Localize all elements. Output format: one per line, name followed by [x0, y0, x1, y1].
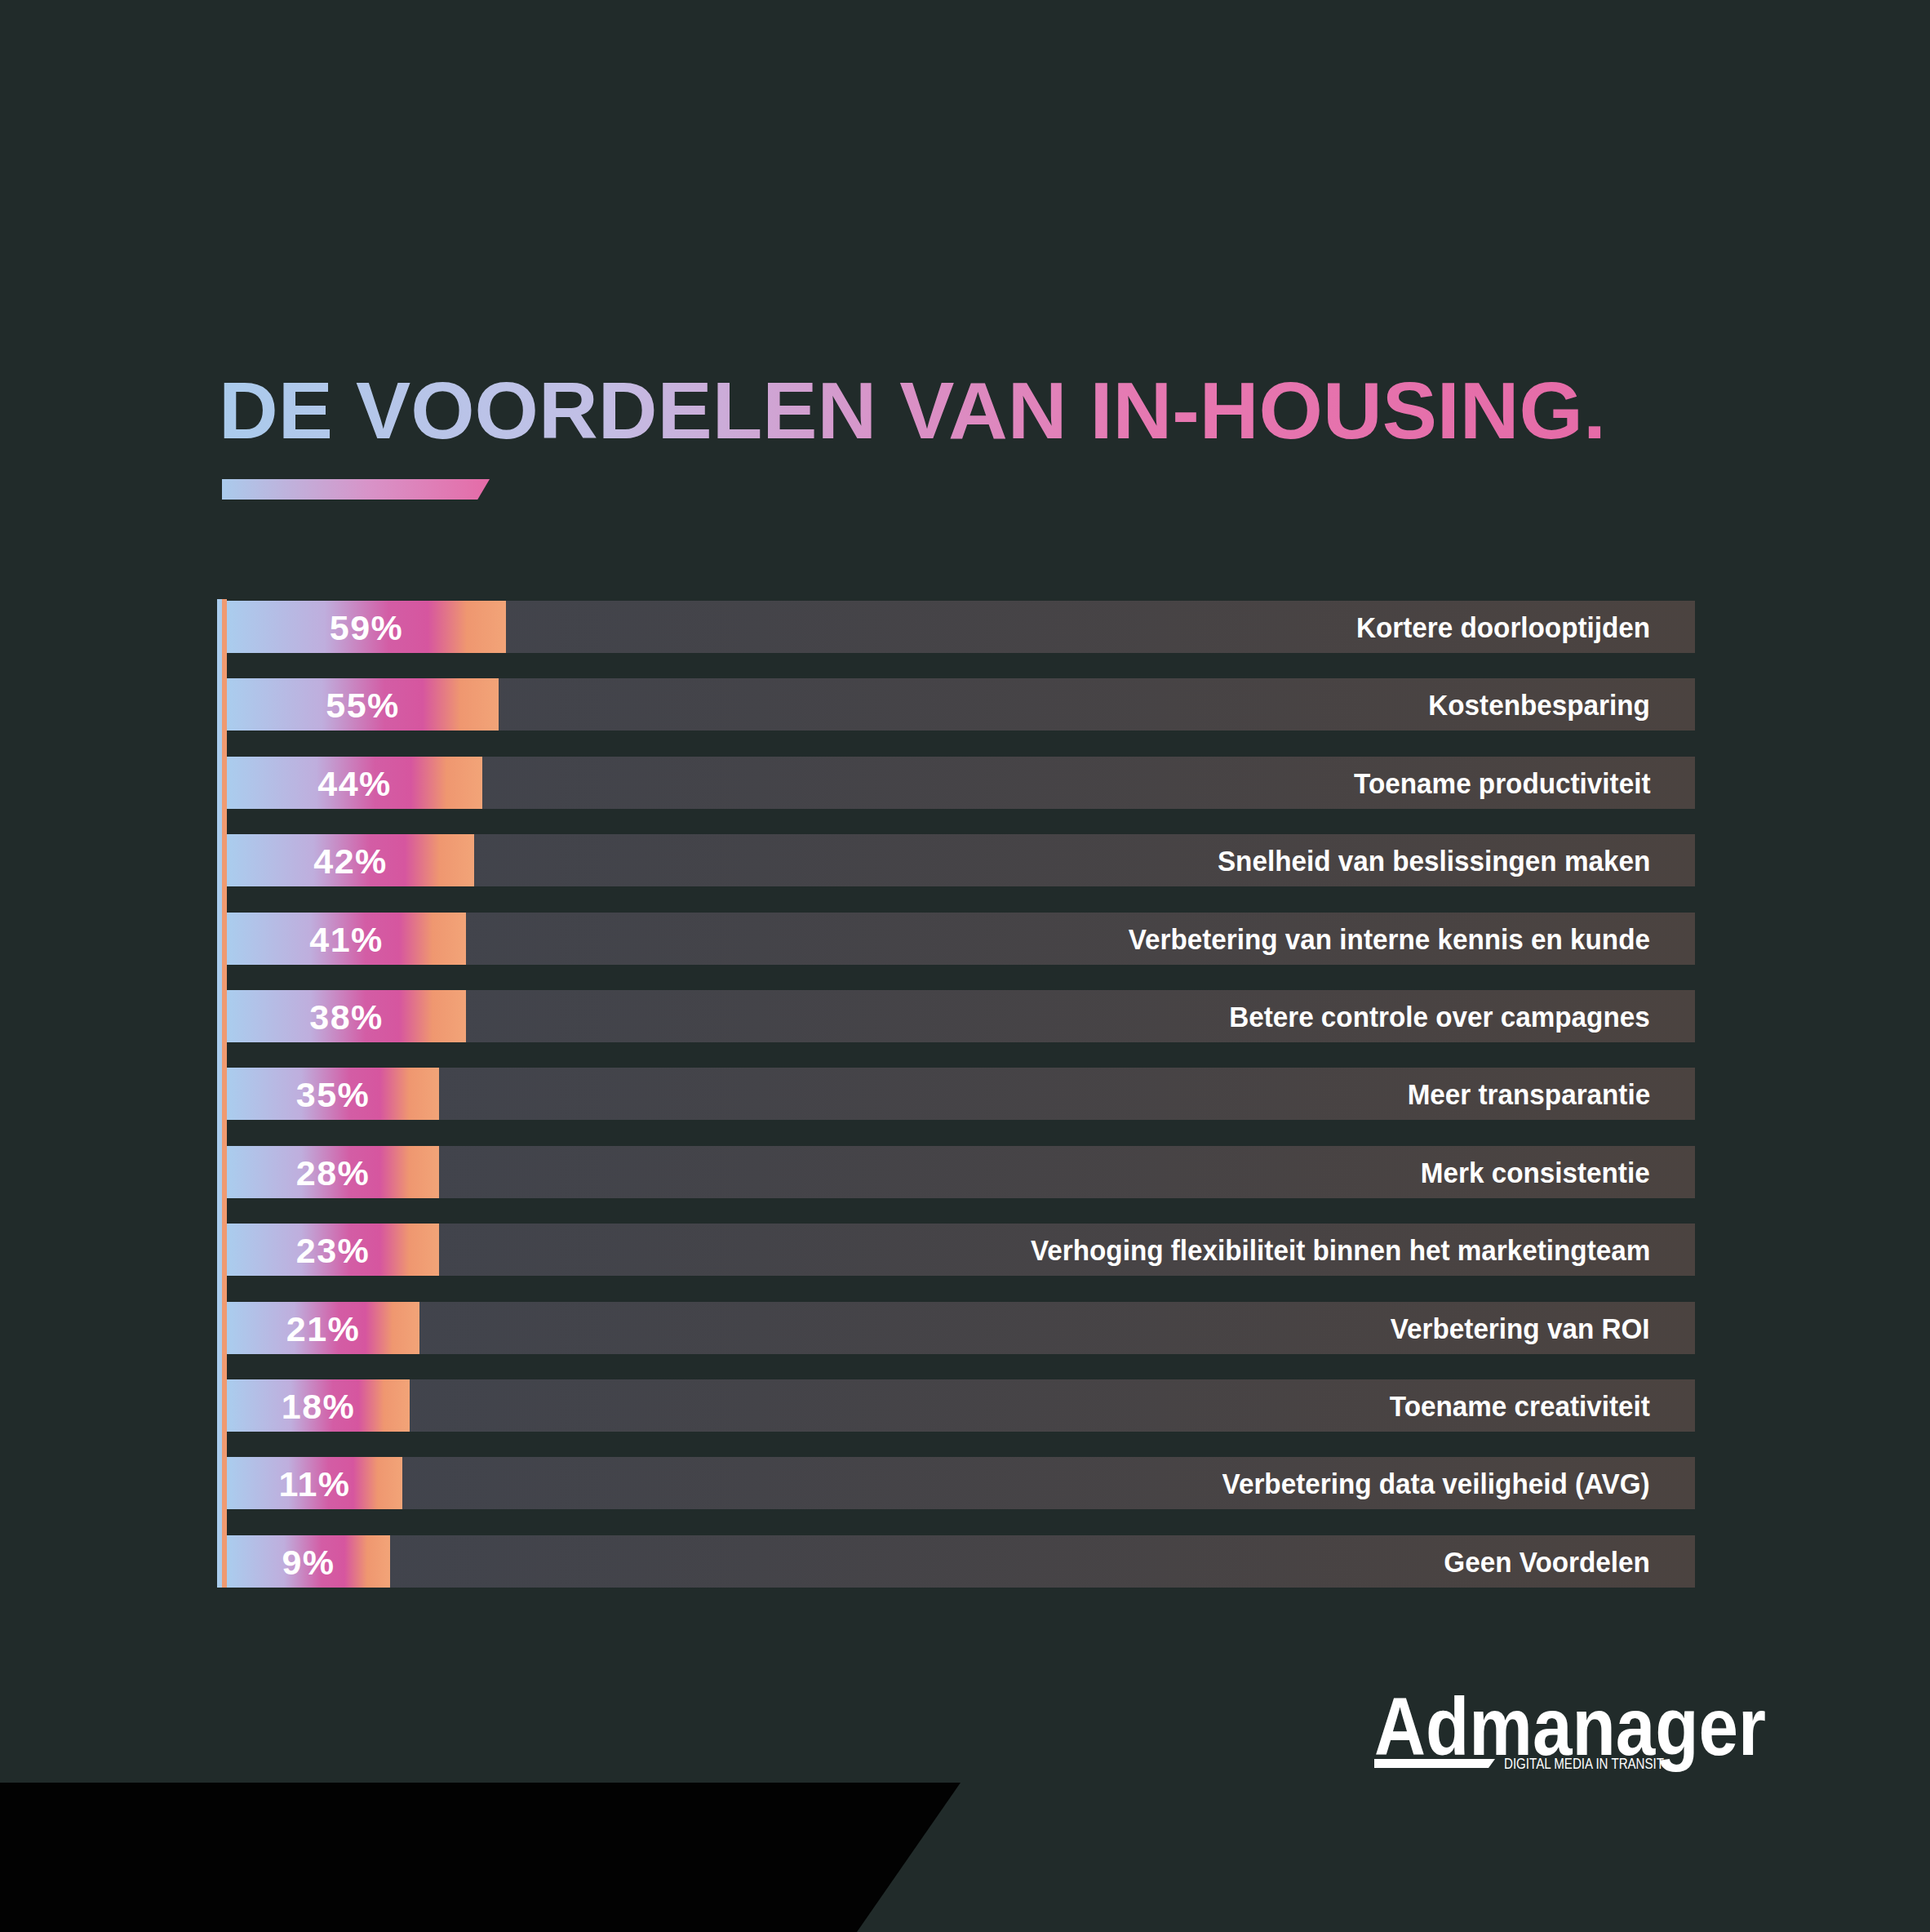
bar-value-label: 18% [282, 1379, 356, 1432]
bar-value-label: 9% [282, 1535, 335, 1588]
bar-value-label: 35% [296, 1068, 370, 1120]
bar-row: 23% Verhoging flexibiliteit binnen het ma… [217, 1224, 1695, 1276]
bar-value-label: 28% [296, 1146, 370, 1198]
bar-row: 44% Toename productiviteit [217, 757, 1695, 809]
page-title-svg: DE VOORDELEN VAN IN-HOUSING. [219, 359, 1655, 457]
bar-category-label: Verbetering van ROI [1391, 1302, 1650, 1354]
bar-row: 9% Geen Voordelen [217, 1535, 1695, 1588]
bar-value-label: 55% [326, 678, 400, 731]
bar-category-label: Kortere doorlooptijden [1356, 601, 1650, 653]
admanager-logo: Admanager DIGITAL MEDIA IN TRANSIT [1371, 1665, 1861, 1796]
title-underline-accent [222, 479, 490, 500]
bar-value-label: 38% [309, 990, 384, 1042]
bar-row: 21% Verbetering van ROI [217, 1302, 1695, 1354]
bar-category-label: Verhoging flexibiliteit binnen het marke… [1031, 1224, 1650, 1276]
bar-value-label: 11% [278, 1457, 350, 1509]
bar-row: 41% Verbetering van interne kennis en kun… [217, 913, 1695, 965]
bar-value-label: 42% [313, 834, 388, 886]
page-title: DE VOORDELEN VAN IN-HOUSING. [219, 366, 1606, 455]
bar-value-label: 41% [309, 913, 384, 965]
bottom-left-black-shape [0, 1783, 979, 1932]
bar-row: 42% Snelheid van beslissingen maken [217, 834, 1695, 886]
bar-category-label: Merk consistentie [1421, 1146, 1650, 1198]
bar-category-label: Verbetering van interne kennis en kunde [1129, 913, 1650, 965]
bar-category-label: Kostenbesparing [1428, 678, 1650, 731]
bar-row: 59% Kortere doorlooptijden [217, 601, 1695, 653]
bar-row: 55% Kostenbesparing [217, 678, 1695, 731]
bar-category-label: Verbetering data veiligheid (AVG) [1222, 1457, 1650, 1509]
bar-row: 28% Merk consistentie [217, 1146, 1695, 1198]
bar-row: 11% Verbetering data veiligheid (AVG) [217, 1457, 1695, 1509]
bar-category-label: Toename productiviteit [1354, 757, 1650, 809]
bar-category-label: Geen Voordelen [1444, 1535, 1650, 1588]
bar-row: 18% Toename creativiteit [217, 1379, 1695, 1432]
bar-category-label: Toename creativiteit [1390, 1379, 1650, 1432]
bar-category-label: Betere controle over campagnes [1229, 990, 1650, 1042]
logo-underline-bar [1374, 1759, 1495, 1768]
bar-value-label: 21% [286, 1302, 361, 1354]
bar-value-label: 59% [330, 601, 404, 653]
bar-chart: 59% Kortere doorlooptijden 55% Kostenbespar… [217, 601, 1695, 1588]
bar-category-label: Snelheid van beslissingen maken [1218, 834, 1650, 886]
bar-value-label: 23% [296, 1224, 370, 1276]
bar-value-label: 44% [317, 757, 392, 809]
bar-row: 35% Meer transparantie [217, 1068, 1695, 1120]
bar-row: 38% Betere controle over campagnes [217, 990, 1695, 1042]
bar-category-label: Meer transparantie [1407, 1068, 1650, 1120]
logo-tagline: DIGITAL MEDIA IN TRANSIT [1504, 1756, 1664, 1772]
